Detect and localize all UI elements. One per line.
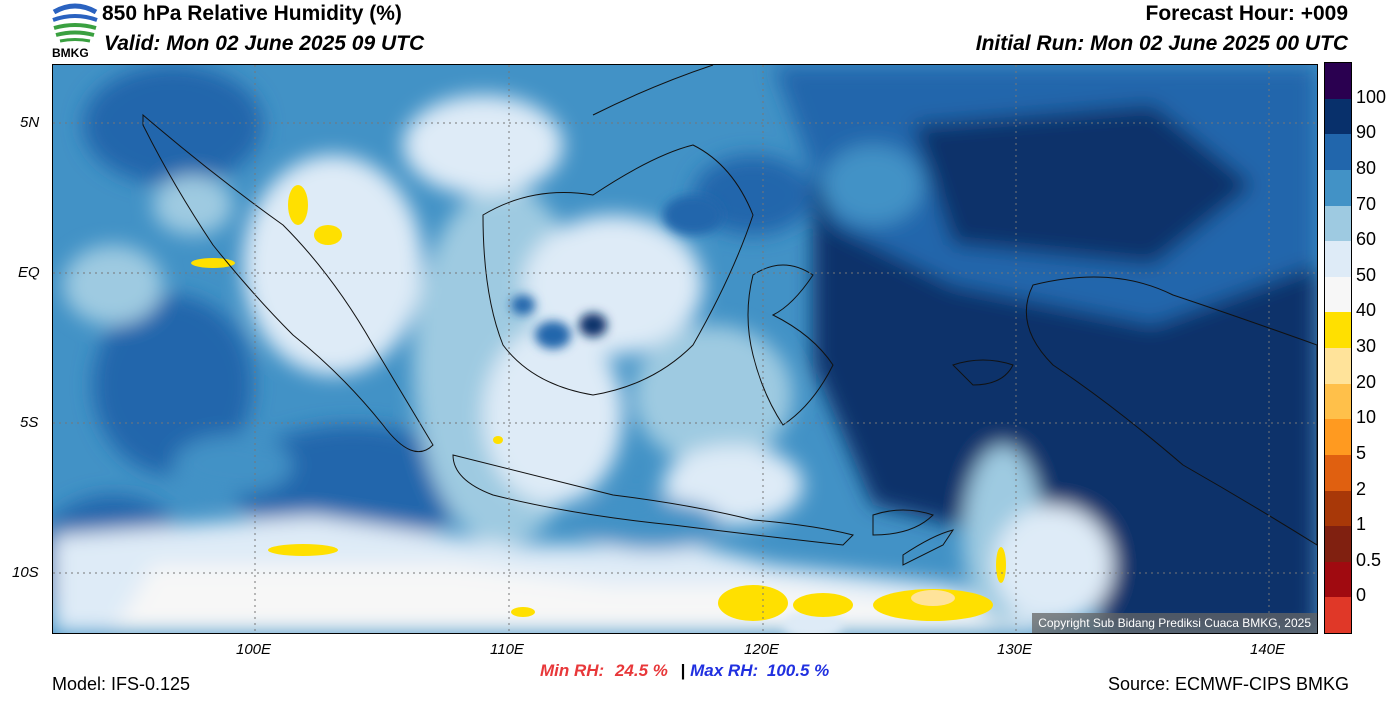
lat-label-5n: 5N bbox=[20, 114, 40, 131]
colorbar-swatch bbox=[1325, 169, 1351, 206]
colorbar-swatch bbox=[1325, 63, 1351, 99]
lon-label-140e: 140E bbox=[1250, 641, 1286, 658]
colorbar-label: 60 bbox=[1356, 229, 1377, 250]
colorbar-label: 10 bbox=[1356, 407, 1377, 428]
colorbar-label: 30 bbox=[1356, 336, 1377, 356]
colorbar-label: 80 bbox=[1356, 157, 1377, 178]
max-rh-value: 100.5 % bbox=[766, 661, 830, 680]
colorbar-swatch bbox=[1325, 419, 1351, 455]
colorbar-swatch bbox=[1325, 454, 1351, 491]
rh-stats: Min RH: 24.5 % | Max RH: 100.5 % bbox=[540, 661, 829, 681]
colorbar-swatch bbox=[1325, 241, 1351, 277]
colorbar-label: 100 bbox=[1356, 86, 1387, 107]
colorbar-swatch bbox=[1325, 205, 1351, 242]
forecast-hour: Forecast Hour: +009 bbox=[1145, 2, 1349, 25]
colorbar-swatch bbox=[1325, 312, 1351, 348]
colorbar-swatch bbox=[1325, 561, 1351, 598]
colorbar-label: 2 bbox=[1356, 478, 1367, 499]
colorbar-label: 40 bbox=[1356, 300, 1377, 321]
coastlines bbox=[142, 65, 1317, 566]
colorbar-swatch bbox=[1325, 383, 1351, 420]
map-title: 850 hPa Relative Humidity (%) bbox=[102, 2, 402, 25]
copyright-notice: Copyright Sub Bidang Prediksi Cuaca BMKG… bbox=[1032, 613, 1317, 633]
initial-run: Initial Run: Mon 02 June 2025 00 UTC bbox=[975, 32, 1348, 55]
colorbar-swatch bbox=[1325, 276, 1351, 313]
bmkg-emblem-icon bbox=[52, 0, 98, 44]
humidity-map: Copyright Sub Bidang Prediksi Cuaca BMKG… bbox=[52, 64, 1318, 634]
lon-label-110e: 110E bbox=[490, 641, 524, 658]
data-source: Source: ECMWF-CIPS BMKG bbox=[1107, 674, 1349, 694]
logo-text: BMKG bbox=[52, 46, 89, 60]
colorbar bbox=[1324, 62, 1352, 634]
colorbar-label: 1 bbox=[1356, 514, 1367, 535]
dry-spots bbox=[191, 185, 1006, 621]
min-rh-label: Min RH: bbox=[540, 661, 605, 680]
colorbar-swatch bbox=[1325, 98, 1351, 135]
gridlines bbox=[53, 65, 1317, 633]
colorbar-swatch bbox=[1325, 526, 1351, 562]
colorbar-label: 70 bbox=[1356, 193, 1377, 214]
valid-time: Valid: Mon 02 June 2025 09 UTC bbox=[104, 32, 425, 55]
colorbar-swatch bbox=[1325, 597, 1351, 633]
colorbar-label: 50 bbox=[1356, 264, 1377, 285]
colorbar-label: 20 bbox=[1356, 371, 1377, 392]
model-name: Model: IFS-0.125 bbox=[52, 674, 191, 694]
max-rh-label: Max RH: bbox=[690, 661, 759, 680]
lat-label-10s: 10S bbox=[12, 564, 39, 581]
min-rh-value: 24.5 % bbox=[614, 661, 668, 680]
lat-label-5s: 5S bbox=[20, 414, 39, 431]
colorbar-swatch bbox=[1325, 490, 1351, 527]
colorbar-swatch bbox=[1325, 348, 1351, 384]
lon-label-120e: 120E bbox=[744, 641, 780, 658]
lon-label-130e: 130E bbox=[997, 641, 1033, 658]
stats-separator: | bbox=[680, 661, 686, 680]
colorbar-label: 90 bbox=[1356, 122, 1377, 143]
colorbar-label: 0 bbox=[1356, 585, 1367, 606]
bmkg-logo: BMKG bbox=[50, 0, 100, 60]
colorbar-label: 5 bbox=[1356, 442, 1367, 463]
lat-label-eq: EQ bbox=[18, 264, 40, 281]
colorbar-swatch bbox=[1325, 134, 1351, 170]
lon-label-100e: 100E bbox=[236, 641, 272, 658]
colorbar-label: 0.5 bbox=[1356, 549, 1382, 570]
humidity-field bbox=[53, 65, 1317, 633]
